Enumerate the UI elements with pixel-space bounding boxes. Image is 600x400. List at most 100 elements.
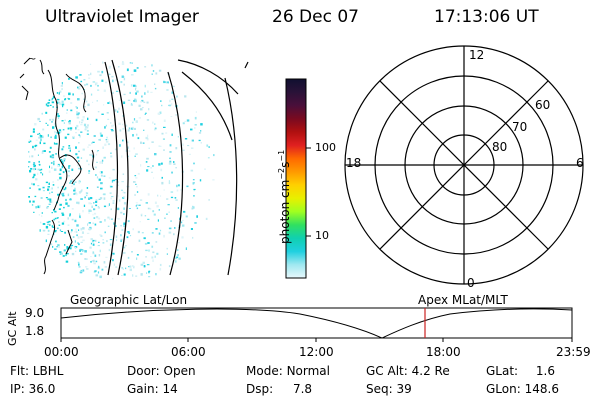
emission-pixel (96, 176, 99, 179)
emission-pixel (172, 85, 175, 88)
emission-pixel (93, 259, 95, 263)
emission-pixel (32, 200, 35, 203)
emission-pixel (135, 120, 138, 123)
emission-pixel (123, 222, 126, 225)
emission-pixel (120, 238, 123, 241)
emission-pixel (105, 141, 109, 143)
emission-pixel (123, 224, 126, 227)
emission-pixel (97, 89, 100, 91)
emission-pixel (93, 271, 96, 273)
emission-pixel (153, 177, 155, 179)
emission-pixel (50, 200, 53, 203)
emission-pixel (99, 132, 102, 135)
emission-pixel (47, 233, 50, 235)
emission-pixel (193, 189, 195, 192)
emission-pixel (39, 120, 41, 122)
emission-pixel (86, 268, 89, 270)
timeline-ytick-high: 9.0 (25, 306, 45, 320)
mlt-label-0: 0 (467, 276, 475, 290)
emission-pixel (190, 169, 194, 172)
emission-pixel (148, 276, 151, 278)
emission-pixel (113, 263, 115, 266)
emission-pixel (80, 241, 83, 243)
emission-pixel (207, 157, 210, 159)
emission-pixel (41, 112, 43, 115)
emission-pixel (132, 265, 134, 267)
emission-pixel (53, 162, 55, 166)
emission-pixel (80, 227, 83, 231)
emission-pixel (52, 161, 54, 163)
emission-pixel (52, 184, 55, 186)
status-ip: IP: 36.0 (10, 382, 56, 396)
emission-pixel (122, 128, 124, 130)
emission-pixel (41, 135, 44, 139)
emission-pixel (76, 111, 78, 114)
emission-pixel (64, 232, 66, 234)
emission-pixel (84, 84, 86, 87)
emission-pixel (123, 213, 125, 215)
emission-pixel (170, 191, 174, 193)
emission-pixel (101, 268, 104, 271)
emission-pixel (47, 102, 50, 104)
emission-pixel (107, 118, 110, 120)
emission-pixel (166, 81, 169, 84)
emission-pixel (66, 112, 68, 114)
emission-pixel (95, 204, 98, 207)
emission-pixel (157, 194, 159, 197)
emission-pixel (39, 141, 41, 145)
emission-pixel (187, 145, 190, 147)
emission-pixel (61, 212, 64, 214)
emission-pixel (31, 182, 33, 185)
emission-pixel (98, 139, 101, 141)
emission-pixel (163, 126, 166, 128)
emission-pixel (174, 260, 177, 263)
emission-pixel (65, 253, 67, 257)
emission-pixel (95, 260, 98, 263)
emission-pixel (143, 237, 146, 240)
emission-pixel (193, 162, 195, 165)
emission-pixel (108, 248, 110, 252)
emission-pixel (49, 104, 52, 106)
emission-pixel (130, 103, 133, 105)
emission-pixel (97, 70, 100, 73)
emission-pixel (159, 229, 162, 232)
emission-pixel (182, 122, 185, 125)
emission-pixel (77, 129, 80, 131)
emission-pixel (57, 217, 59, 219)
emission-pixel (127, 146, 129, 149)
emission-pixel (78, 191, 81, 194)
emission-pixel (68, 166, 70, 169)
emission-pixel (151, 73, 153, 75)
emission-pixel (204, 168, 206, 170)
emission-pixel (49, 146, 52, 149)
emission-pixel (93, 262, 95, 265)
emission-pixel (122, 251, 126, 254)
emission-pixel (103, 175, 106, 177)
emission-pixel (86, 195, 88, 197)
emission-pixel (65, 260, 69, 263)
emission-pixel (56, 101, 59, 104)
emission-pixel (97, 111, 100, 113)
emission-pixel (58, 129, 62, 131)
emission-pixel (107, 225, 110, 227)
emission-pixel (168, 181, 171, 185)
emission-pixel (78, 263, 80, 266)
emission-pixel (61, 193, 64, 196)
emission-pixel (70, 128, 72, 131)
emission-pixel (78, 86, 81, 88)
timeline-xtick-4: 23:59 (556, 345, 591, 359)
emission-pixel (58, 131, 61, 133)
emission-pixel (132, 134, 134, 137)
emission-pixel (61, 148, 64, 151)
emission-pixel (147, 134, 149, 138)
emission-pixel (122, 268, 124, 270)
emission-pixel (134, 193, 136, 196)
emission-pixel (166, 198, 169, 200)
emission-pixel (112, 200, 115, 202)
emission-pixel (92, 252, 95, 255)
emission-pixel (123, 93, 126, 96)
emission-pixel (78, 167, 81, 170)
emission-pixel (60, 231, 64, 232)
emission-pixel (120, 234, 122, 237)
emission-pixel (82, 210, 84, 213)
